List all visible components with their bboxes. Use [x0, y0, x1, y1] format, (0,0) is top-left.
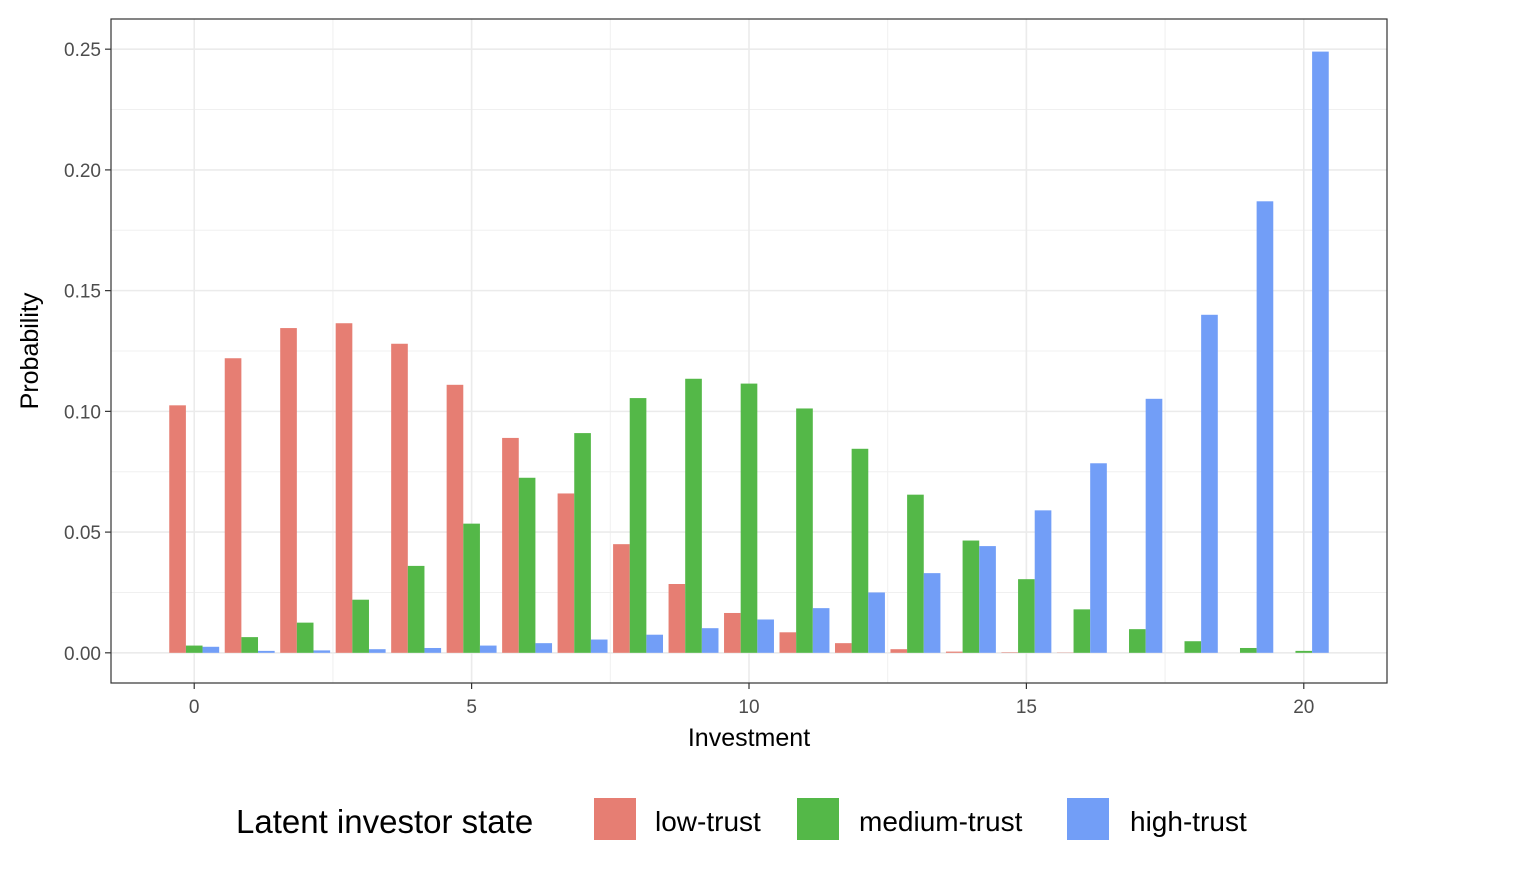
bar-high-trust-5 — [479, 645, 497, 653]
bar-low-trust-7 — [557, 493, 575, 653]
x-axis: 0 5 10 15 20 — [189, 683, 1314, 718]
bar-low-trust-2 — [280, 328, 297, 653]
bar-medium-trust-19 — [1239, 647, 1257, 653]
y-tick-label: 0.00 — [64, 644, 101, 665]
bar-high-trust-14 — [979, 546, 996, 653]
y-axis: 0.00 0.05 0.10 0.15 0.20 0.25 — [64, 40, 111, 665]
bar-medium-trust-12 — [851, 448, 869, 653]
y-axis-title: Probability — [16, 292, 44, 409]
bar-medium-trust-14 — [962, 540, 980, 653]
legend-key-medium-trust — [797, 798, 839, 840]
bar-low-trust-11 — [779, 632, 797, 653]
x-axis-title: Investment — [688, 724, 810, 752]
bar-low-trust-3 — [335, 323, 353, 653]
bar-high-trust-6 — [535, 643, 553, 653]
x-tick-label: 10 — [738, 697, 759, 718]
bar-low-trust-6 — [502, 437, 519, 653]
legend-title: Latent investor state — [236, 803, 533, 840]
bar-low-trust-1 — [224, 358, 242, 653]
bar-medium-trust-18 — [1184, 641, 1202, 653]
bar-medium-trust-15 — [1018, 579, 1035, 653]
bar-high-trust-18 — [1201, 314, 1218, 653]
bar-high-trust-1 — [258, 650, 275, 653]
x-tick-label: 5 — [466, 697, 477, 718]
bar-high-trust-13 — [923, 573, 941, 653]
bar-low-trust-9 — [668, 584, 686, 653]
bar-medium-trust-13 — [907, 494, 924, 653]
bar-low-trust-14 — [945, 651, 963, 653]
legend-key-low-trust — [594, 798, 636, 840]
bar-low-trust-12 — [834, 643, 852, 653]
bar-medium-trust-17 — [1129, 629, 1146, 653]
legend-label-high-trust: high-trust — [1130, 806, 1247, 837]
bar-low-trust-5 — [446, 384, 464, 653]
y-tick-label: 0.20 — [64, 161, 101, 182]
bar-high-trust-9 — [701, 628, 719, 653]
x-tick-label: 20 — [1293, 697, 1314, 718]
bar-medium-trust-10 — [740, 383, 758, 653]
bar-medium-trust-0 — [185, 645, 203, 653]
bar-low-trust-0 — [169, 405, 186, 653]
bars — [169, 51, 1329, 653]
y-tick-label: 0.10 — [64, 402, 101, 423]
legend-key-high-trust — [1067, 798, 1109, 840]
bar-medium-trust-11 — [796, 408, 813, 653]
bar-medium-trust-2 — [296, 622, 314, 653]
bar-low-trust-13 — [890, 649, 908, 653]
y-tick-label: 0.15 — [64, 282, 101, 303]
bar-medium-trust-1 — [241, 637, 259, 653]
bar-high-trust-0 — [202, 646, 220, 653]
bar-medium-trust-3 — [352, 599, 369, 653]
y-tick-label: 0.25 — [64, 40, 101, 61]
bar-medium-trust-8 — [629, 398, 647, 653]
bar-medium-trust-4 — [407, 565, 425, 653]
x-tick-label: 0 — [189, 697, 200, 718]
legend-label-low-trust: low-trust — [655, 806, 761, 837]
legend-label-medium-trust: medium-trust — [859, 806, 1023, 837]
bar-medium-trust-6 — [518, 477, 536, 653]
bar-medium-trust-16 — [1073, 609, 1091, 653]
bar-high-trust-4 — [424, 647, 442, 653]
bar-medium-trust-9 — [685, 378, 702, 653]
bar-medium-trust-20 — [1295, 650, 1313, 653]
bar-high-trust-17 — [1145, 398, 1163, 653]
bar-high-trust-7 — [590, 639, 608, 653]
legend: Latent investor state low-trust medium-tr… — [236, 798, 1247, 840]
bar-low-trust-8 — [613, 544, 630, 653]
y-tick-label: 0.05 — [64, 523, 101, 544]
bar-high-trust-3 — [368, 649, 386, 653]
bar-high-trust-11 — [812, 608, 830, 653]
bar-low-trust-10 — [724, 612, 741, 653]
bar-medium-trust-5 — [463, 523, 480, 653]
bar-high-trust-8 — [646, 634, 664, 653]
bar-high-trust-20 — [1312, 51, 1329, 653]
bar-medium-trust-7 — [574, 433, 591, 653]
bar-high-trust-15 — [1034, 510, 1052, 653]
x-tick-label: 15 — [1016, 697, 1037, 718]
bar-high-trust-16 — [1090, 463, 1107, 653]
bar-high-trust-10 — [757, 619, 774, 653]
bar-high-trust-19 — [1256, 201, 1274, 653]
bar-low-trust-4 — [391, 343, 408, 653]
bar-high-trust-2 — [313, 650, 331, 653]
bar-high-trust-12 — [868, 592, 885, 653]
